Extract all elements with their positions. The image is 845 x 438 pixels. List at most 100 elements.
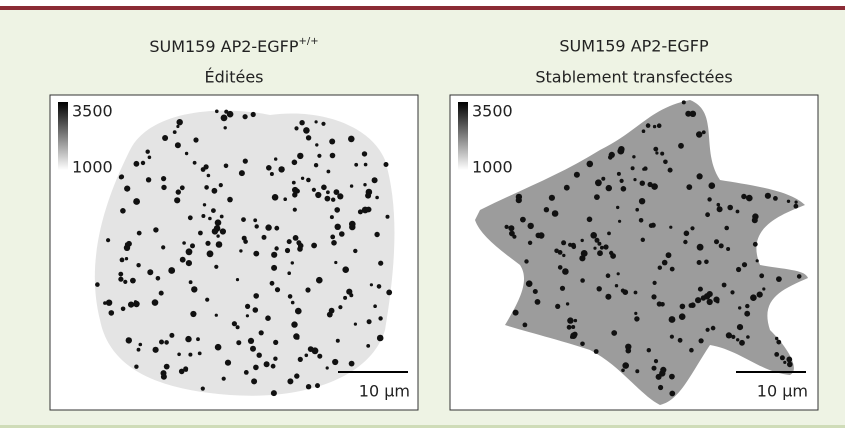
punctum [262, 235, 267, 240]
punctum [746, 195, 753, 202]
punctum [595, 179, 602, 186]
punctum [315, 143, 318, 146]
punctum [292, 187, 298, 193]
punctum [570, 332, 577, 339]
punctum [306, 384, 311, 389]
punctum [274, 157, 277, 160]
punctum [301, 177, 304, 180]
punctum [133, 198, 140, 205]
punctum [243, 159, 248, 164]
punctum [358, 209, 363, 214]
punctum [646, 123, 651, 128]
punctum [334, 207, 340, 213]
punctum [726, 247, 730, 251]
punctum [207, 174, 211, 178]
punctum [662, 260, 668, 266]
punctum [270, 281, 275, 286]
punctum [118, 277, 123, 282]
punctum [161, 176, 166, 181]
punctum [350, 184, 353, 187]
punctum [745, 304, 749, 308]
punctum [353, 249, 357, 253]
punctum [660, 152, 664, 156]
punctum [365, 193, 371, 199]
punctum [726, 332, 732, 338]
punctum [137, 348, 141, 352]
punctum [597, 242, 601, 246]
punctum [236, 340, 241, 345]
punctum [221, 115, 228, 122]
punctum [609, 152, 615, 158]
punctum [189, 280, 193, 284]
punctum [528, 241, 532, 245]
punctum [274, 226, 279, 231]
punctum [366, 207, 372, 213]
punctum [651, 223, 656, 228]
punctum [326, 190, 330, 194]
punctum [291, 261, 294, 264]
punctum [621, 289, 625, 293]
punctum [162, 135, 168, 141]
punctum [574, 319, 577, 322]
punctum [285, 248, 290, 253]
punctum [727, 205, 733, 211]
punctum [618, 220, 621, 223]
punctum [593, 247, 596, 250]
punctum [251, 112, 256, 117]
punctum [538, 232, 544, 238]
colorbar-min: 1000 [72, 158, 113, 177]
punctum [146, 177, 151, 182]
punctum [312, 347, 319, 354]
punctum [689, 348, 694, 353]
punctum [293, 333, 299, 339]
panel-subtitle: Éditées [204, 68, 263, 87]
punctum [271, 390, 277, 396]
punctum [297, 153, 303, 159]
punctum [336, 339, 340, 343]
punctum [653, 125, 656, 128]
punctum [535, 299, 541, 305]
superscript: +/+ [299, 36, 319, 47]
punctum [706, 328, 710, 332]
punctum [670, 267, 675, 272]
punctum [773, 196, 778, 201]
punctum [175, 142, 181, 148]
punctum [787, 362, 793, 368]
punctum [686, 184, 692, 190]
punctum [640, 181, 645, 186]
punctum [364, 163, 368, 167]
punctum [339, 231, 345, 237]
punctum [597, 286, 602, 291]
punctum [227, 111, 234, 118]
punctum [554, 249, 559, 254]
punctum [306, 135, 311, 140]
punctum [159, 340, 164, 345]
punctum [332, 359, 338, 365]
punctum [185, 336, 191, 342]
punctum [338, 305, 342, 309]
punctum [516, 197, 522, 203]
punctum [526, 280, 533, 287]
punctum [587, 161, 594, 168]
punctum [147, 269, 153, 275]
punctum [214, 265, 218, 269]
punctum [212, 188, 218, 194]
punctum [190, 243, 195, 248]
punctum [219, 183, 223, 187]
punctum [634, 316, 639, 321]
punctum [220, 228, 226, 234]
punctum [690, 302, 696, 308]
punctum [621, 186, 627, 192]
punctum [245, 304, 250, 309]
punctum [225, 360, 231, 366]
punctum [169, 333, 174, 338]
punctum [702, 130, 706, 134]
punctum [571, 325, 575, 329]
punctum [272, 194, 279, 201]
punctum [329, 139, 335, 145]
punctum [697, 260, 702, 265]
punctum [641, 238, 645, 242]
punctum [335, 224, 341, 230]
punctum [652, 366, 657, 371]
punctum [375, 196, 379, 200]
